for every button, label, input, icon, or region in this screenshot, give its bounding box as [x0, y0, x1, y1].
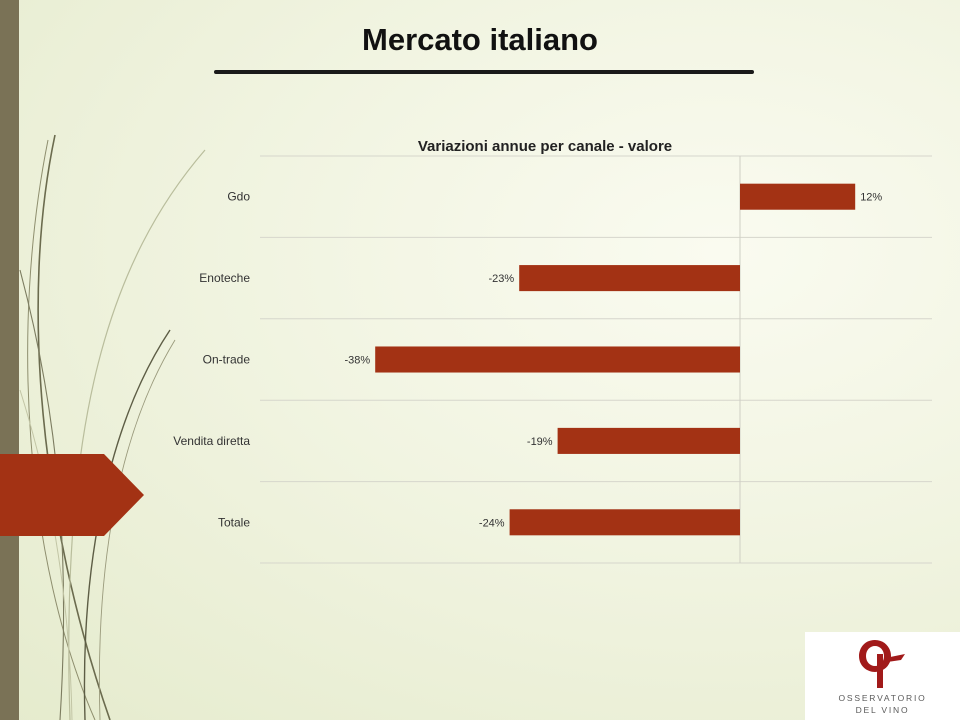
bar-totale: [509, 509, 740, 536]
logo-text-line2: DEL VINO: [855, 705, 910, 715]
category-label: Totale: [218, 515, 250, 529]
category-label: On-trade: [203, 353, 251, 367]
category-label: Enoteche: [199, 271, 250, 285]
bar-vendita-diretta: [557, 427, 740, 454]
category-label: Gdo: [227, 190, 250, 204]
left-decorative-bar: [0, 0, 19, 720]
logo-mark-icon: [859, 640, 905, 688]
title-underline: [214, 70, 754, 74]
data-label: -38%: [345, 355, 371, 367]
data-label: 12%: [860, 192, 882, 204]
data-label: -19%: [527, 436, 553, 448]
chart-title: Variazioni annue per canale - valore: [418, 138, 672, 155]
category-label: Vendita diretta: [173, 434, 250, 448]
slide-title: Mercato italiano: [362, 22, 598, 57]
decorative-arrow-shape: [0, 454, 144, 536]
osservatorio-logo: OSSERVATORIO DEL VINO: [805, 632, 960, 720]
data-label: -23%: [489, 273, 515, 285]
bar-gdo: [740, 183, 856, 210]
bar-enoteche: [519, 265, 740, 292]
data-label: -24%: [479, 517, 505, 529]
bar-on-trade: [375, 346, 740, 373]
logo-text-line1: OSSERVATORIO: [838, 693, 927, 703]
